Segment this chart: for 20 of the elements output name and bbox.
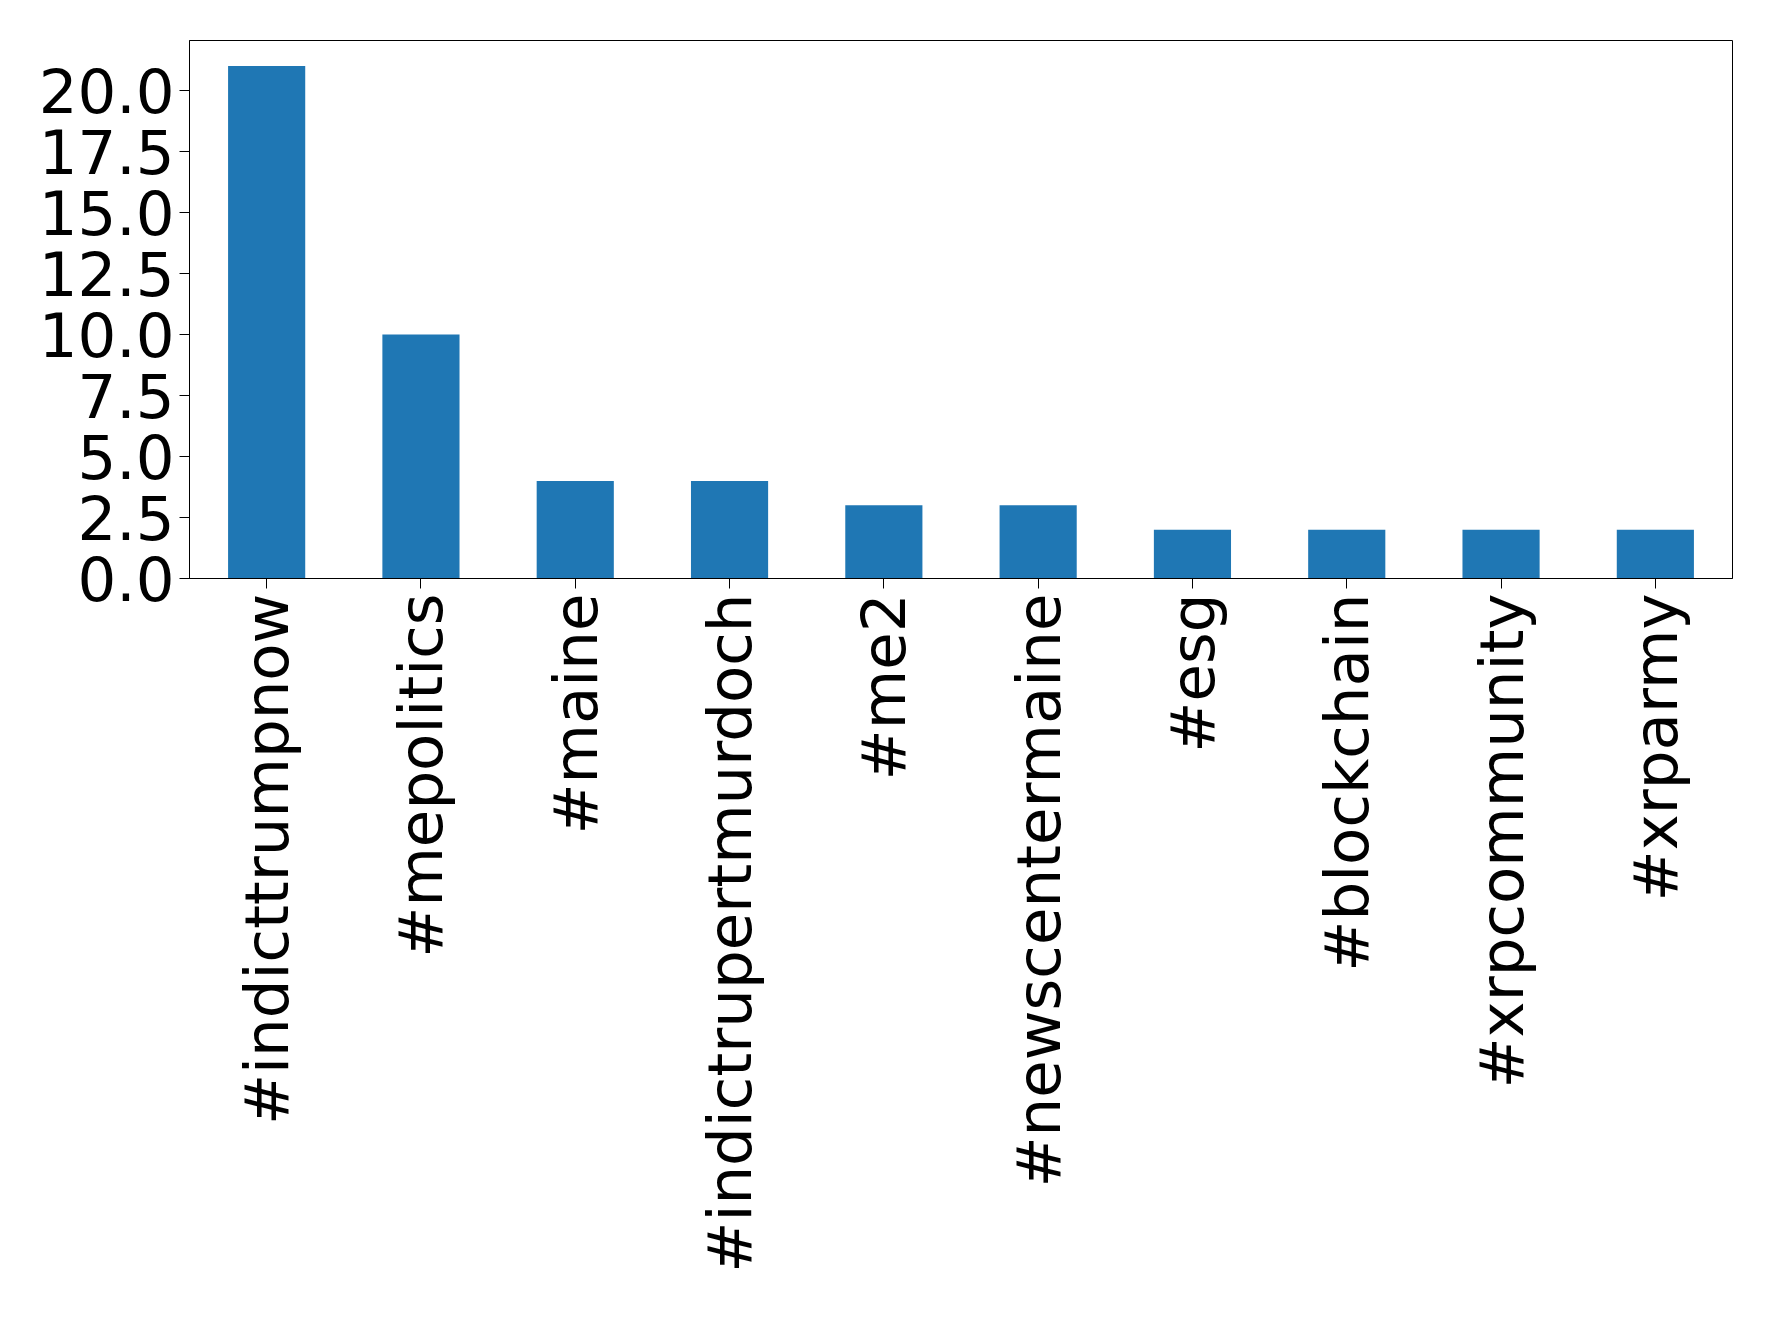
bar xyxy=(228,66,306,579)
bar xyxy=(1462,529,1540,579)
bar xyxy=(845,505,923,579)
bar xyxy=(1616,529,1694,579)
x-tick-label: #mepolitics xyxy=(385,593,457,958)
bar xyxy=(536,480,614,579)
bar xyxy=(1308,529,1386,579)
x-tick-label: #indicttrumpnow xyxy=(231,593,303,1126)
x-tick-label: #esg xyxy=(1156,593,1228,753)
x-tick-label: #me2 xyxy=(848,593,920,781)
x-tick-label: #xrparmy xyxy=(1619,593,1691,902)
x-tick-label: #blockchain xyxy=(1311,593,1383,972)
x-tick-label: #xrpcommunity xyxy=(1465,593,1537,1089)
x-tick-label: #maine xyxy=(539,593,611,835)
bar xyxy=(999,505,1077,579)
x-tick-label: #newscentermaine xyxy=(1002,593,1074,1188)
bar xyxy=(690,480,769,579)
x-tick-label: #indictrupertmurdoch xyxy=(694,593,766,1273)
bar xyxy=(1153,529,1232,579)
bar xyxy=(382,334,460,579)
